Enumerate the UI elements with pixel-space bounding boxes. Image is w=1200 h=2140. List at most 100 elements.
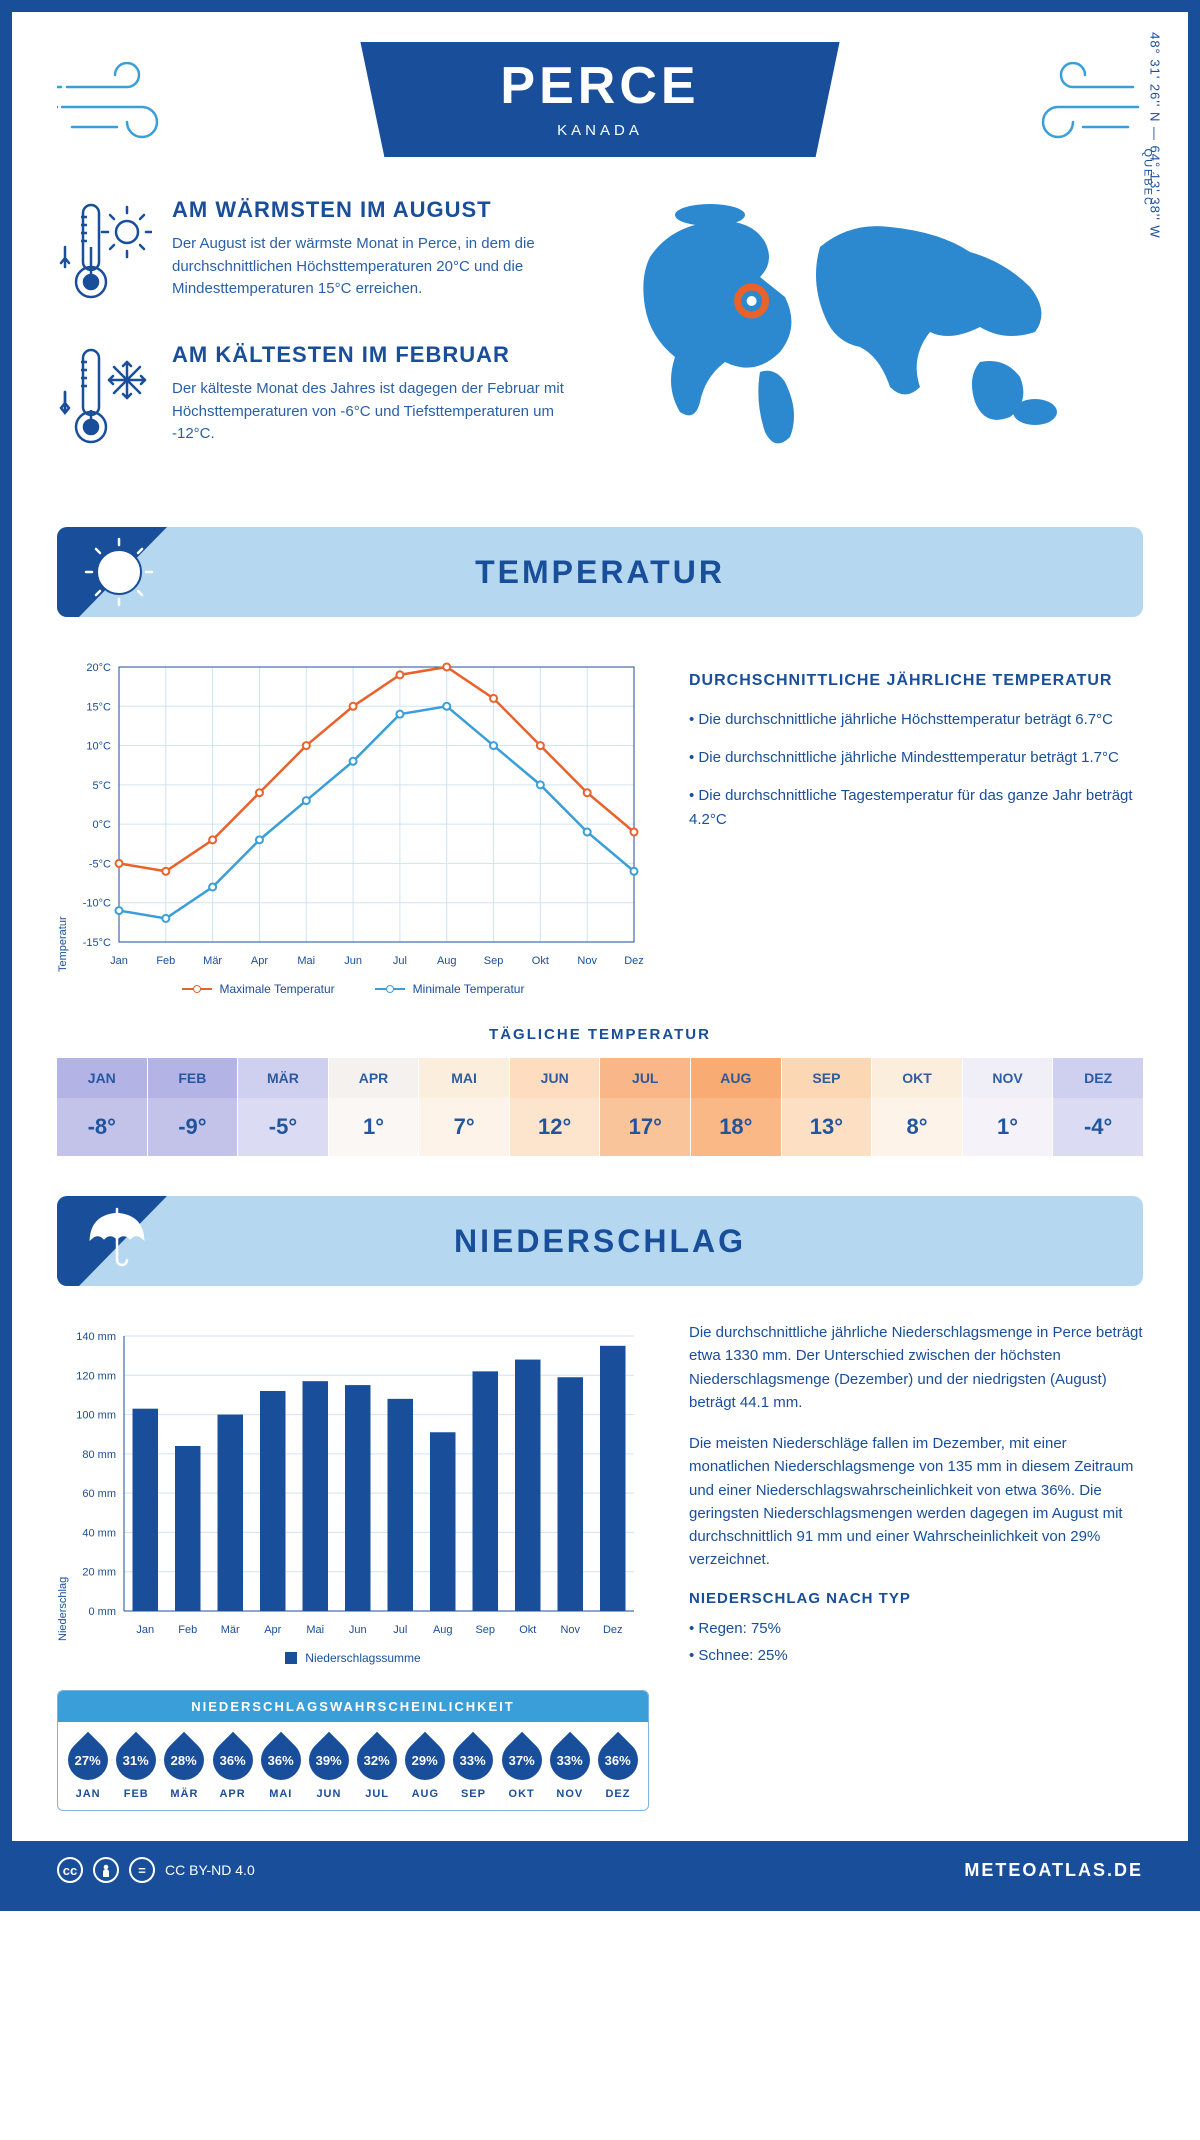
prob-value: 33% — [557, 1753, 583, 1768]
temp-y-axis-label: Temperatur — [57, 652, 69, 972]
svg-text:-5°C: -5°C — [89, 858, 111, 870]
prob-value: 36% — [268, 1753, 294, 1768]
prob-cell: 39%JUN — [305, 1736, 353, 1800]
prob-month: MÄR — [160, 1788, 208, 1800]
prob-title: NIEDERSCHLAGSWAHRSCHEINLICHKEIT — [58, 1691, 648, 1722]
daily-temp-title: TÄGLICHE TEMPERATUR — [57, 1026, 1143, 1043]
svg-text:Feb: Feb — [156, 955, 175, 967]
bytype-line: • Schnee: 25% — [689, 1644, 1143, 1667]
prob-value: 32% — [364, 1753, 390, 1768]
country-subtitle: KANADA — [500, 122, 699, 139]
prob-cell: 28%MÄR — [160, 1736, 208, 1800]
prob-month: AUG — [401, 1788, 449, 1800]
cc-by-icon — [93, 1857, 119, 1883]
precip-para-1: Die durchschnittliche jährliche Niedersc… — [689, 1321, 1143, 1414]
header: PERCE KANADA — [57, 42, 1143, 157]
svg-text:100 mm: 100 mm — [76, 1410, 116, 1422]
prob-cell: 33%SEP — [449, 1736, 497, 1800]
svg-text:Feb: Feb — [178, 1624, 197, 1636]
daily-month: JUN — [510, 1058, 600, 1098]
prob-month: JUN — [305, 1788, 353, 1800]
temp-legend: Maximale Temperatur Minimale Temperatur — [57, 982, 649, 996]
svg-text:Jul: Jul — [393, 955, 407, 967]
svg-text:60 mm: 60 mm — [82, 1488, 116, 1500]
intro-row: AM WÄRMSTEN IM AUGUST Der August ist der… — [57, 197, 1143, 487]
prob-value: 37% — [509, 1753, 535, 1768]
svg-text:Sep: Sep — [484, 955, 504, 967]
temp-bullet: • Die durchschnittliche jährliche Höchst… — [689, 708, 1143, 732]
svg-text:Aug: Aug — [433, 1624, 453, 1636]
prob-cell: 36% MAI — [257, 1736, 305, 1800]
daily-month: SEP — [782, 1058, 872, 1098]
daily-value: -9° — [148, 1098, 238, 1156]
daily-value: -8° — [57, 1098, 147, 1156]
svg-text:80 mm: 80 mm — [82, 1449, 116, 1461]
daily-value: 1° — [329, 1098, 419, 1156]
svg-text:Jul: Jul — [393, 1624, 407, 1636]
cc-icon: cc — [57, 1857, 83, 1883]
daily-value: 8° — [872, 1098, 962, 1156]
temp-summary-title: DURCHSCHNITTLICHE JÄHRLICHE TEMPERATUR — [689, 672, 1143, 690]
page-frame: PERCE KANADA — [0, 0, 1200, 1911]
temp-bullet: • Die durchschnittliche jährliche Mindes… — [689, 746, 1143, 770]
daily-value: 18° — [691, 1098, 781, 1156]
fact-cold-title: AM KÄLTESTEN IM FEBRUAR — [172, 342, 580, 368]
prob-month: FEB — [112, 1788, 160, 1800]
svg-text:0°C: 0°C — [93, 819, 112, 831]
svg-text:5°C: 5°C — [93, 780, 112, 792]
fact-warmest: AM WÄRMSTEN IM AUGUST Der August ist der… — [57, 197, 580, 312]
daily-month: APR — [329, 1058, 419, 1098]
daily-month: FEB — [148, 1058, 238, 1098]
prob-value: 36% — [605, 1753, 631, 1768]
daily-month: AUG — [691, 1058, 781, 1098]
legend-max-label: Maximale Temperatur — [220, 982, 335, 996]
daily-temp-table: JANFEBMÄRAPRMAIJUNJULAUGSEPOKTNOVDEZ-8°-… — [57, 1058, 1143, 1156]
daily-value: 12° — [510, 1098, 600, 1156]
daily-value: 13° — [782, 1098, 872, 1156]
prob-month: JAN — [64, 1788, 112, 1800]
daily-value: -4° — [1053, 1098, 1143, 1156]
prob-value: 27% — [75, 1753, 101, 1768]
thermometer-snow-icon — [57, 342, 152, 457]
svg-text:Nov: Nov — [577, 955, 597, 967]
prob-month: MAI — [257, 1788, 305, 1800]
umbrella-icon — [82, 1204, 152, 1279]
daily-value: 17° — [600, 1098, 690, 1156]
svg-text:Jun: Jun — [349, 1624, 367, 1636]
prob-value: 29% — [412, 1753, 438, 1768]
svg-text:Jan: Jan — [136, 1624, 154, 1636]
world-map: QUÉBEC 48° 31' 26'' N — 64° 13' 38'' W — [620, 197, 1143, 487]
prob-value: 36% — [220, 1753, 246, 1768]
fact-coldest: AM KÄLTESTEN IM FEBRUAR Der kälteste Mon… — [57, 342, 580, 457]
daily-month: OKT — [872, 1058, 962, 1098]
prob-month: NOV — [546, 1788, 594, 1800]
daily-month: MAI — [419, 1058, 509, 1098]
wind-icon — [1013, 62, 1143, 157]
temperature-line-chart: Temperatur -15°C-10°C-5°C0°C5°C10°C15°C2… — [57, 652, 649, 996]
precip-heading: NIEDERSCHLAG — [454, 1223, 746, 1260]
daily-month: JAN — [57, 1058, 147, 1098]
svg-text:Mai: Mai — [306, 1624, 324, 1636]
svg-text:Jan: Jan — [110, 955, 128, 967]
prob-cell: 27% JAN — [64, 1736, 112, 1800]
temperature-heading: TEMPERATUR — [475, 554, 725, 591]
fact-warm-title: AM WÄRMSTEN IM AUGUST — [172, 197, 580, 223]
site-label: METEOATLAS.DE — [964, 1860, 1143, 1881]
section-temperature-header: TEMPERATUR — [57, 527, 1143, 617]
precip-bytype-title: NIEDERSCHLAG NACH TYP — [689, 1590, 1143, 1607]
precip-probability-box: NIEDERSCHLAGSWAHRSCHEINLICHKEIT 27% JAN31… — [57, 1690, 649, 1811]
svg-text:Sep: Sep — [475, 1624, 495, 1636]
prob-value: 33% — [460, 1753, 486, 1768]
svg-text:Okt: Okt — [532, 955, 549, 967]
prob-month: APR — [209, 1788, 257, 1800]
license-label: CC BY-ND 4.0 — [165, 1862, 255, 1878]
wind-icon — [57, 62, 187, 157]
prob-month: JUL — [353, 1788, 401, 1800]
prob-cell: 31%FEB — [112, 1736, 160, 1800]
precipitation-bar-chart: 0 mm20 mm40 mm60 mm80 mm100 mm120 mm140 … — [69, 1321, 649, 1641]
svg-text:Mai: Mai — [297, 955, 315, 967]
prob-cell: 33% NOV — [546, 1736, 594, 1800]
prob-cell: 36%DEZ — [594, 1736, 642, 1800]
prob-cell: 37%OKT — [498, 1736, 546, 1800]
svg-text:Aug: Aug — [437, 955, 457, 967]
